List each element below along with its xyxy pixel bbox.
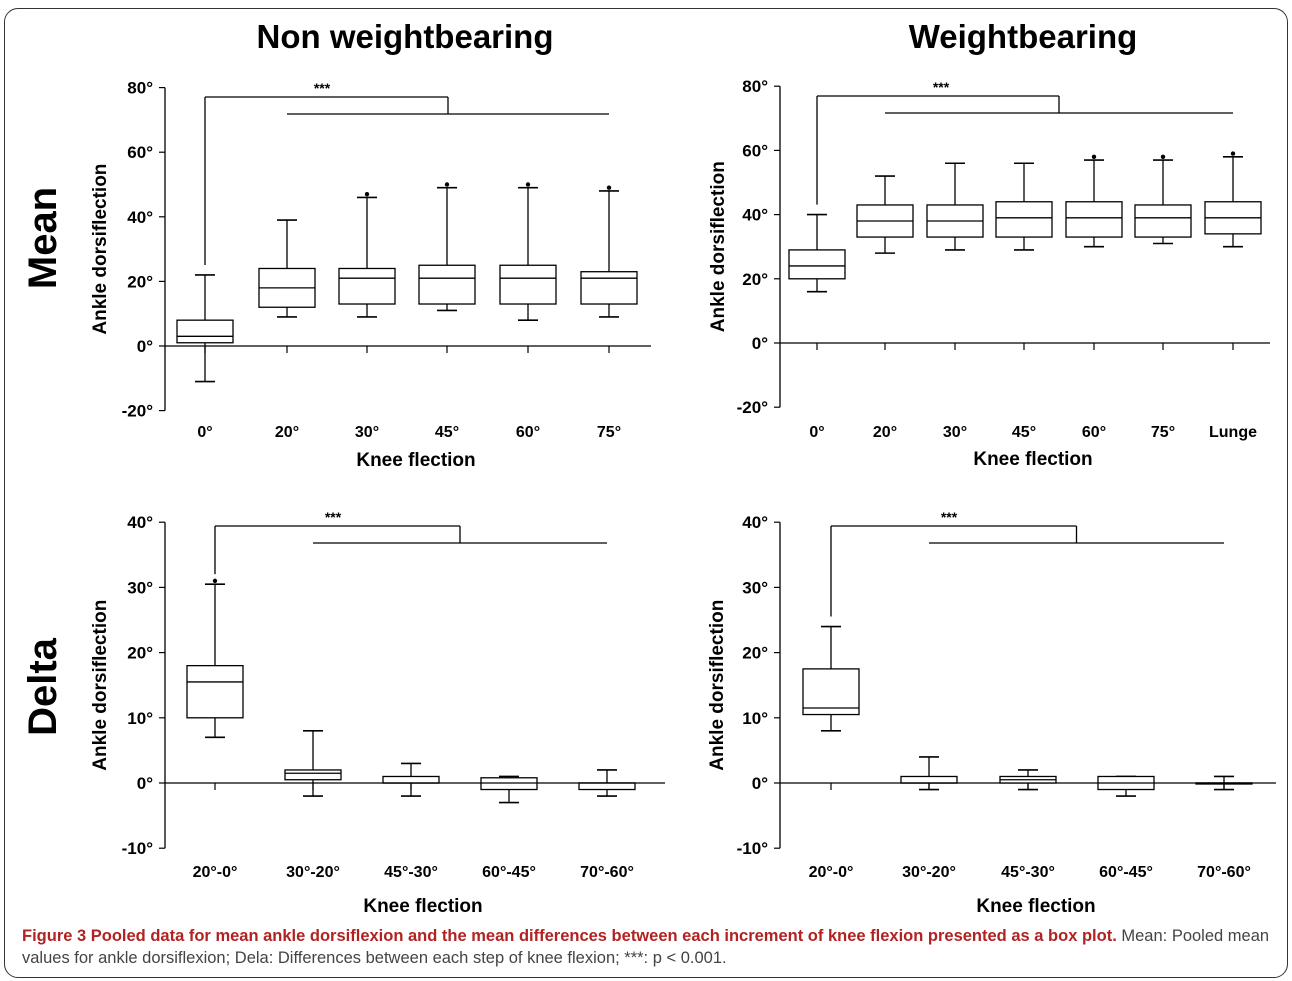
panel3-ytick-label: 30° [127, 578, 153, 597]
panel1-sig-label: *** [314, 80, 331, 96]
panel3-xtick-label: 30°-20° [286, 864, 340, 881]
panel1-outlier-point [606, 185, 612, 190]
panel1-ytick-label: 60° [127, 143, 153, 162]
panel2-ytick-label: 0° [752, 334, 768, 353]
panel1-ytick-label: 80° [127, 79, 153, 98]
panel4-ytick-label: 0° [752, 774, 768, 793]
panel1-y-axis-label: Ankle dorsiflection [90, 164, 111, 335]
figure-frame [4, 8, 1288, 978]
panel3-xtick-label: 60°-45° [482, 864, 536, 881]
panel4-xtick-label: 60°-45° [1099, 864, 1153, 881]
panel3-y-axis-label: Ankle dorsiflection [90, 600, 111, 771]
panel2-xtick-label: 45° [1012, 424, 1036, 441]
panel3-ytick-label: 10° [127, 709, 153, 728]
panel1-ytick-label: -20° [122, 402, 154, 421]
panel1-box [499, 264, 557, 305]
panel3-box [284, 769, 342, 781]
panel1-xtick-label: 75° [597, 424, 621, 441]
panel1-x-axis-label: Knee flection [356, 450, 475, 471]
panel3-box [578, 782, 636, 791]
panel4-xtick-label: 20°-0° [809, 864, 854, 881]
panel2-xtick-label: 0° [809, 424, 824, 441]
panel1-xtick-label: 60° [516, 424, 540, 441]
panel4-ytick-label: 10° [742, 709, 768, 728]
panel3-ytick-label: 20° [127, 644, 153, 663]
panel1-outlier-point [444, 182, 450, 187]
panel3-outlier-point [212, 578, 218, 584]
panel4-ytick-label: 30° [742, 578, 768, 597]
panel2-y-axis-label: Ankle dorsiflection [708, 161, 729, 332]
panel3-sig-label: *** [325, 509, 342, 525]
caption-rest: Mean: Pooled mean values for ankle dorsi… [22, 927, 1270, 967]
panel3-box [480, 777, 538, 791]
panel1-outlier-point [364, 191, 370, 197]
panel4-box [802, 668, 860, 716]
panel2-xtick-label: 60° [1082, 424, 1106, 441]
panel4-xtick-label: 70°-60° [1197, 864, 1251, 881]
panel4-x-axis-label: Knee flection [976, 896, 1095, 917]
panel2-xtick-label: 75° [1151, 424, 1175, 441]
caption-bold: Figure 3 Pooled data for mean ankle dors… [22, 927, 1117, 945]
panel2-outlier-point [1160, 154, 1166, 160]
panel1-xtick-label: 45° [435, 424, 459, 441]
panel1-xtick-label: 20° [275, 424, 299, 441]
panel1-ytick-label: 0° [137, 337, 153, 356]
panel2-box [1065, 201, 1123, 238]
figure-caption: Figure 3 Pooled data for mean ankle dors… [22, 925, 1272, 969]
panel1-ytick-label: 40° [127, 208, 153, 227]
panel4-ytick-label: -10° [737, 839, 769, 858]
panel4-xtick-label: 30°-20° [902, 864, 956, 881]
panel2-sig-label: *** [933, 79, 950, 95]
panel4-box [900, 775, 958, 784]
panel3-x-axis-label: Knee flection [363, 896, 482, 917]
panel3-xtick-label: 20°-0° [193, 864, 238, 881]
panel3-box [186, 664, 244, 719]
panel3-ytick-label: -10° [122, 839, 154, 858]
panel2-xtick-label: 30° [943, 424, 967, 441]
panel1-xtick-label: 0° [197, 424, 212, 441]
panel2-box [1134, 204, 1192, 238]
panel4-ytick-label: 20° [742, 644, 768, 663]
panel1-box [418, 264, 476, 305]
panel2-outlier-point [1230, 151, 1236, 156]
panel3-xtick-label: 70°-60° [580, 864, 634, 881]
panel2-ytick-label: 40° [742, 206, 768, 225]
panel2-ytick-label: 60° [742, 141, 768, 160]
charts-svg: 80° 60° 40° 20° 0° -20° Ankle dorsiflection Kne… [90, 77, 1276, 917]
panel2-ytick-label: 80° [742, 77, 768, 96]
panel2-box [995, 201, 1053, 238]
panel1-outlier-point [525, 182, 531, 187]
panel2-x-axis-label: Knee flection [973, 449, 1092, 470]
panel4-xtick-label: 45°-30° [1001, 864, 1055, 881]
panel2-xtick-label: 20° [873, 424, 897, 441]
panel3-xtick-label: 45°-30° [384, 864, 438, 881]
panel1-box [338, 267, 396, 305]
panel3-ytick-label: 40° [127, 513, 153, 532]
panel3-ytick-label: 0° [137, 774, 153, 793]
panel1-xtick-label: 30° [355, 424, 379, 441]
panel2-ytick-label: 20° [742, 270, 768, 289]
panel2-xtick-label: Lunge [1209, 424, 1257, 441]
panel1-box [176, 319, 234, 344]
column-title-weightbearing: Weightbearing [908, 18, 1138, 55]
panel4-ytick-label: 40° [742, 513, 768, 532]
panel1-ytick-label: 20° [127, 272, 153, 291]
panel3-box [382, 775, 440, 784]
column-title-nonweightbearing: Non weightbearing [256, 18, 554, 55]
panel2-ytick-label: -20° [737, 398, 769, 417]
panel4-y-axis-label: Ankle dorsiflection [707, 600, 728, 771]
panel4-sig-label: *** [941, 509, 958, 525]
panel2-box [788, 249, 846, 280]
panel1-box [580, 271, 638, 305]
panel2-outlier-point [1091, 154, 1097, 160]
